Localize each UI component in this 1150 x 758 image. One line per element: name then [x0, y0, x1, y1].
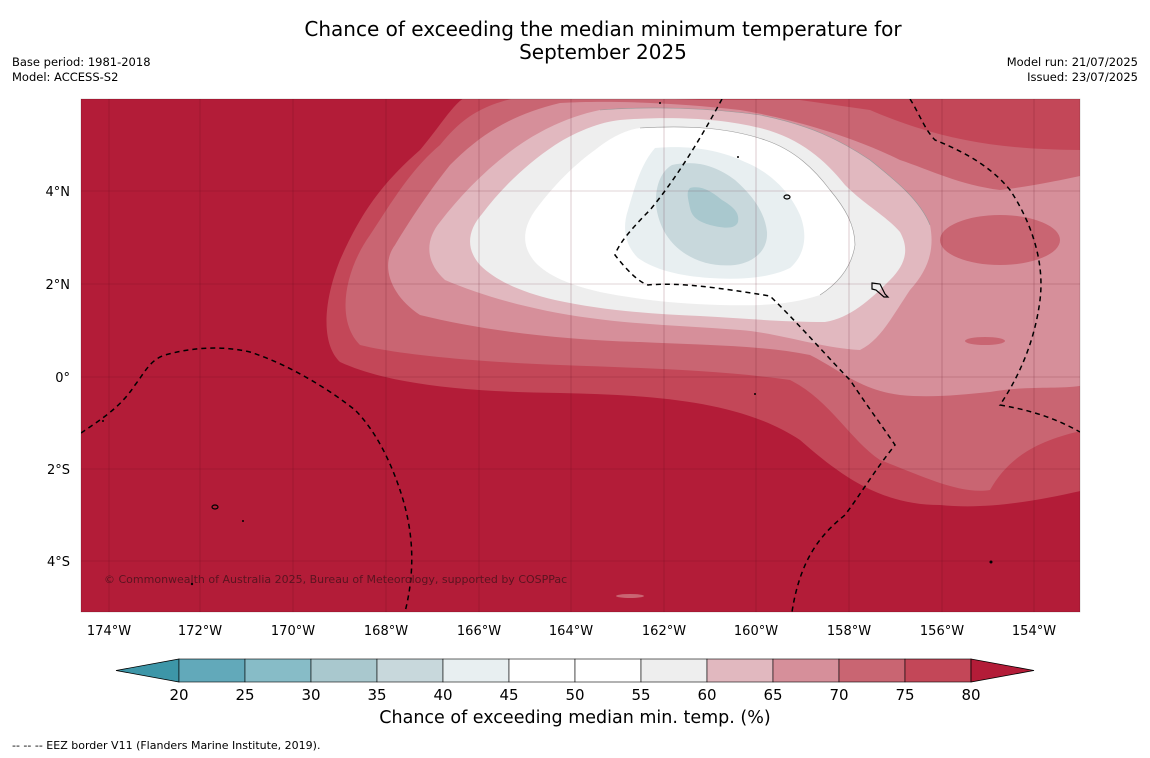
small-patch: [616, 594, 644, 598]
longitude-label: 160°W: [734, 624, 778, 639]
colorbar-segment: [706, 658, 774, 683]
longitude-labels: 174°W 172°W 170°W 168°W 166°W 164°W 162°W 160°W…: [87, 624, 1056, 639]
longitude-label: 158°W: [827, 624, 871, 639]
latitude-label: 2°N: [46, 278, 71, 293]
eez-border: [909, 99, 1080, 433]
island: [989, 560, 993, 564]
longitude-label: 156°W: [920, 624, 964, 639]
latitude-labels: 4°N 2°N 0° 2°S 4°S: [46, 185, 71, 570]
contour-line: [599, 107, 931, 226]
island: [737, 156, 739, 158]
colorbar-title: Chance of exceeding median min. temp. (%…: [379, 708, 771, 728]
colorbar-segment: [772, 658, 840, 683]
longitude-label: 162°W: [642, 624, 686, 639]
colorbar-tick-label: 60: [697, 686, 716, 704]
latitude-label: 0°: [55, 371, 70, 386]
colorbar-segment: [904, 658, 972, 683]
island: [102, 420, 104, 422]
island: [659, 102, 661, 104]
issued-date: Issued: 23/07/2025: [1027, 70, 1138, 84]
contour-line: [639, 126, 856, 296]
map-frame: [80, 98, 1081, 613]
colorbar-segment: [178, 658, 246, 683]
model-run: Model run: 21/07/2025: [1006, 55, 1138, 69]
meta-right: Model run: 21/07/2025 Issued: 23/07/2025: [1007, 55, 1138, 85]
island: [783, 194, 791, 200]
colorbar-segment: [244, 658, 312, 683]
warm-patch: [940, 215, 1060, 265]
colorbar-segment: [640, 658, 708, 683]
colorbar: [115, 658, 1035, 683]
colorbar-ticks: 20 25 30 35 40 45 50 55 60 65 70 75 80: [169, 686, 980, 704]
colorbar-extend-low: [115, 658, 180, 683]
latitude-label: 2°S: [47, 463, 70, 478]
colorbar-segment: [508, 658, 576, 683]
colorbar-tick-label: 40: [433, 686, 452, 704]
longitude-label: 154°W: [1012, 624, 1056, 639]
contour-band-30-35: [687, 187, 739, 228]
island: [190, 582, 194, 586]
title-line-2: September 2025: [519, 40, 687, 64]
colorbar-extend-high: [970, 658, 1035, 683]
colorbar-segment: [442, 658, 510, 683]
colorbar-segment: [838, 658, 906, 683]
colorbar-tick-label: 70: [829, 686, 848, 704]
colorbar-tick-label: 65: [763, 686, 782, 704]
title-line-1: Chance of exceeding the median minimum t…: [304, 17, 902, 41]
graticule: [81, 99, 1080, 612]
colorbar-tick-label: 20: [169, 686, 188, 704]
colorbar-tick-label: 45: [499, 686, 518, 704]
colorbar-segment: [310, 658, 378, 683]
colorbar-tick-label: 80: [961, 686, 980, 704]
longitude-label: 174°W: [87, 624, 131, 639]
longitude-label: 172°W: [178, 624, 222, 639]
island: [242, 520, 244, 522]
eez-border: [614, 99, 896, 612]
island: [211, 504, 219, 510]
base-period: Base period: 1981-2018: [12, 55, 151, 69]
latitude-label: 4°N: [46, 185, 71, 200]
island: [754, 393, 756, 395]
longitude-label: 164°W: [549, 624, 593, 639]
meta-left: Base period: 1981-2018 Model: ACCESS-S2: [12, 55, 151, 85]
colorbar-tick-label: 50: [565, 686, 584, 704]
colorbar-tick-label: 35: [367, 686, 386, 704]
island: [871, 282, 890, 298]
colorbar-tick-label: 75: [895, 686, 914, 704]
longitude-label: 170°W: [271, 624, 315, 639]
colorbar-tick-label: 25: [235, 686, 254, 704]
map-field: © Commonwealth of Australia 2025, Bureau…: [81, 99, 1080, 612]
chart-title: Chance of exceeding the median minimum t…: [0, 18, 1150, 64]
colorbar-segment: [376, 658, 444, 683]
copyright-text: © Commonwealth of Australia 2025, Bureau…: [104, 573, 567, 586]
latitude-label: 4°S: [47, 555, 70, 570]
model-name: Model: ACCESS-S2: [12, 70, 119, 84]
longitude-label: 168°W: [364, 624, 408, 639]
eez-border: [81, 347, 413, 612]
warm-patch: [965, 337, 1005, 345]
eez-legend-note: -- -- -- EEZ border V11 (Flanders Marine…: [12, 739, 321, 752]
colorbar-segment: [574, 658, 642, 683]
longitude-label: 166°W: [457, 624, 501, 639]
colorbar-tick-label: 30: [301, 686, 320, 704]
colorbar-tick-label: 55: [631, 686, 650, 704]
